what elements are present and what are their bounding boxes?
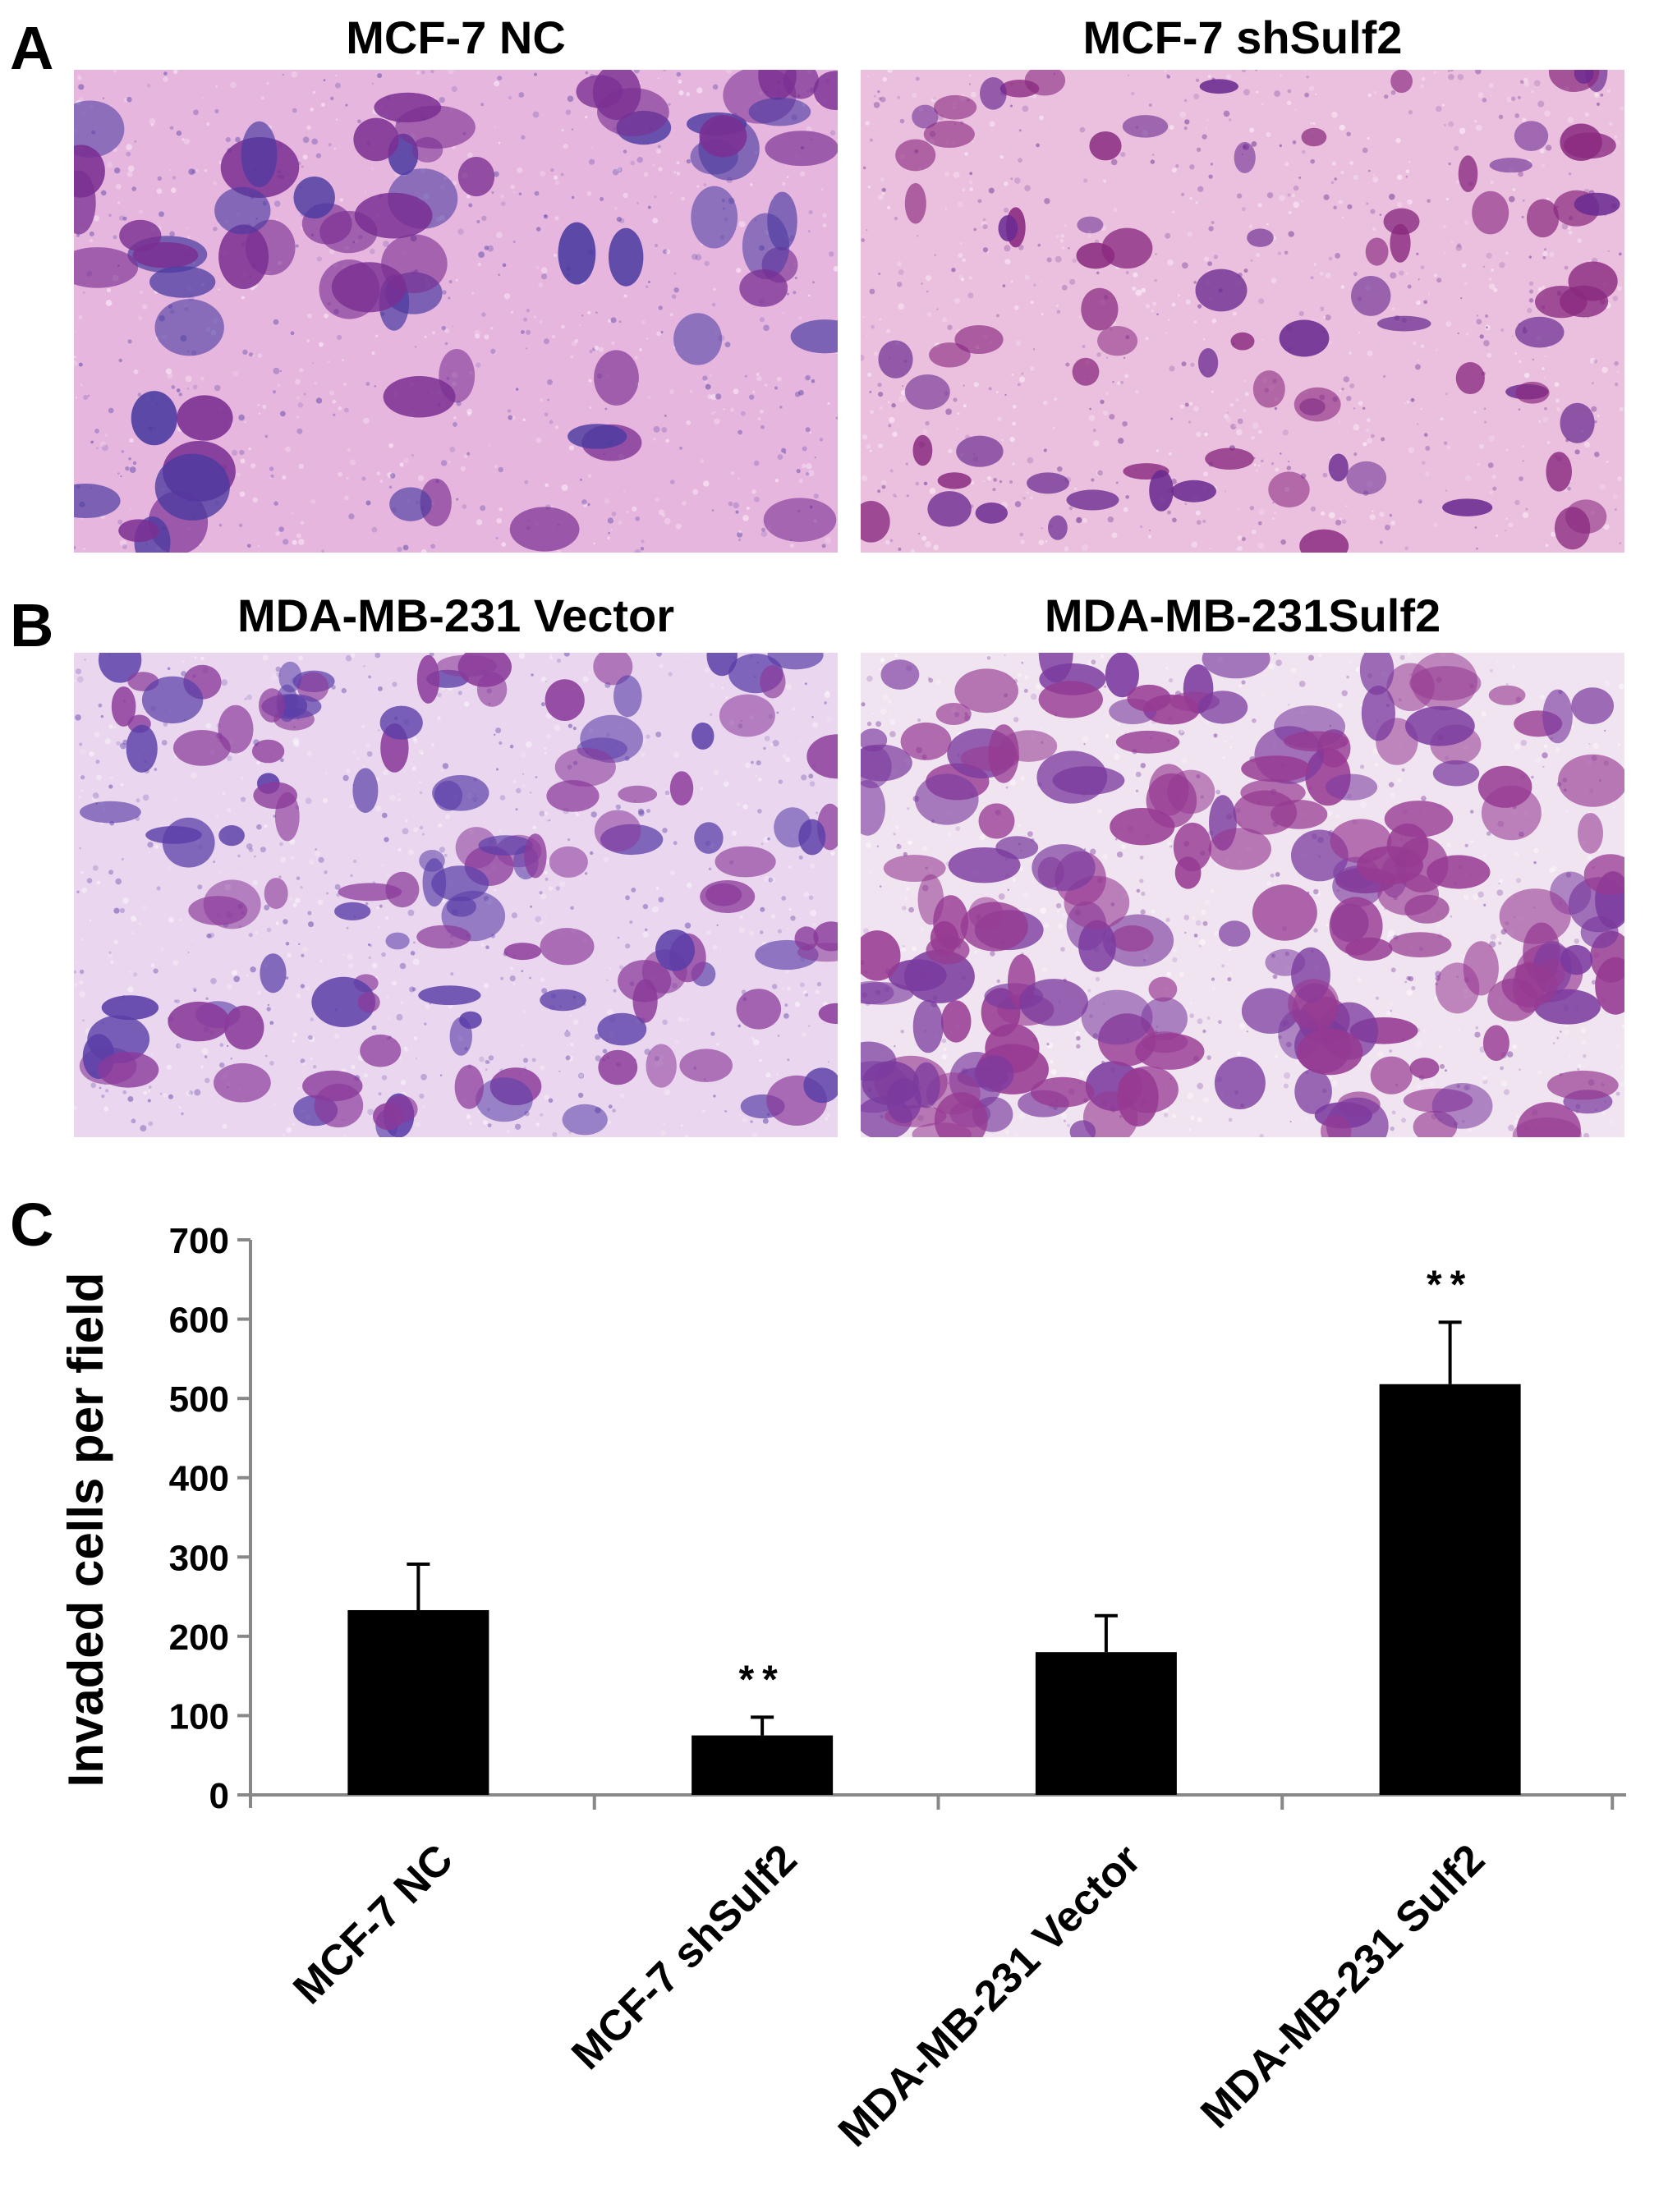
micrograph-texture [861,70,1624,553]
y-tick-label: 200 [169,1618,229,1658]
y-tick-label: 600 [169,1301,229,1341]
y-tick-label: 700 [169,1221,229,1261]
y-axis-title: Invaded cells per field [58,1273,113,1787]
micrograph-mcf7-shsulf2 [861,70,1624,553]
y-tick-label: 0 [209,1776,229,1816]
x-tick-label: MDA-MB-231 Vector [829,1835,1150,2155]
x-tick-label: MCF-7 NC [284,1835,462,2013]
y-tick-label: 400 [169,1459,229,1499]
micrograph-texture [861,653,1624,1137]
bar [1035,1652,1177,1795]
micrograph-texture [74,70,838,553]
significance-marker: ** [1427,1263,1473,1306]
micrograph-title-mda-sulf2: MDA-MB-231Sulf2 [1044,590,1441,641]
panel-letter-b: B [10,591,54,659]
micrograph-title-mda-vector: MDA-MB-231 Vector [237,590,675,641]
significance-marker: ** [738,1658,785,1701]
invasion-bar-chart: 0 100 200 300 400 500 600 700 Invaded cells per … [58,1221,1626,2156]
panel-letter-c: C [10,1191,54,1259]
bar [692,1735,834,1795]
micrograph-title-mcf7-nc: MCF-7 NC [346,11,566,63]
micrograph-mcf7-nc [74,70,838,553]
x-tick-label: MDA-MB-231 Sulf2 [1192,1835,1494,2137]
micrograph-texture [74,653,838,1137]
micrograph-title-mcf7-shsulf2: MCF-7 shSulf2 [1082,11,1403,63]
micrograph-mda-vector [74,653,838,1137]
y-tick-label: 100 [169,1696,229,1737]
x-tick-label: MCF-7 shSulf2 [563,1835,806,2078]
y-tick-label: 500 [169,1379,229,1420]
bar [1379,1384,1521,1795]
bar [347,1609,489,1795]
micrograph-mda-sulf2 [861,653,1624,1137]
y-tick-label: 300 [169,1538,229,1578]
panel-letter-a: A [10,14,54,82]
